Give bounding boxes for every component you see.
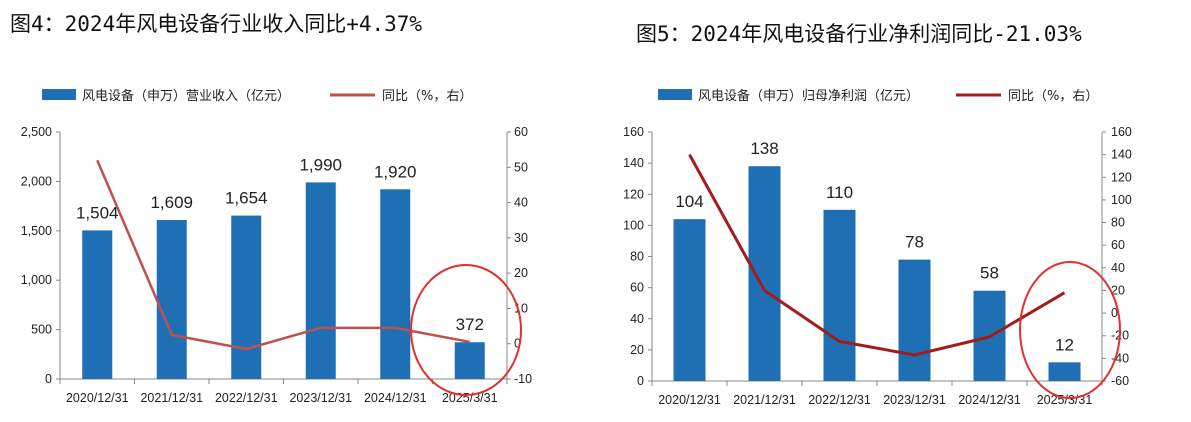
y2-tick-label: -40: [1111, 351, 1129, 365]
bar-data-label: 1,609: [150, 193, 193, 212]
y-tick-label: 60: [630, 281, 644, 295]
x-tick-label: 2023/12/31: [883, 393, 946, 407]
y-tick-label: 0: [45, 372, 52, 386]
y-tick-label: 1,000: [21, 273, 52, 287]
y-tick-label: 120: [623, 187, 644, 201]
y-tick-label: 2,500: [21, 125, 52, 139]
legend-bar-label: 风电设备（申万）归母净利润（亿元）: [698, 88, 919, 104]
x-tick-label: 2021/12/31: [140, 391, 203, 405]
bar: [380, 189, 411, 379]
y-tick-label: 1,500: [21, 224, 52, 238]
x-tick-label: 2020/12/31: [66, 391, 129, 405]
y2-tick-label: 80: [1111, 216, 1125, 230]
chart-panel-revenue: 图4：2024年风电设备行业收入同比+4.37% 风电设备（申万）营业收入（亿元…: [0, 0, 595, 422]
legend-bar-swatch: [658, 89, 692, 100]
yoy-line: [688, 153, 1066, 357]
bar-data-label: 138: [750, 139, 778, 158]
revenue-chart: 风电设备（申万）营业收入（亿元） 同比（%，右）05001,0001,5002,0…: [21, 88, 532, 405]
bar: [898, 259, 931, 381]
x-tick-label: 2024/12/31: [958, 393, 1021, 407]
bar-data-label: 372: [456, 315, 484, 334]
y-tick-label: 160: [623, 125, 644, 139]
y2-tick-label: 140: [1111, 148, 1132, 162]
bar-data-label: 1,654: [225, 189, 268, 208]
y2-tick-label: 160: [1111, 125, 1132, 139]
y2-tick-label: 20: [514, 266, 528, 280]
x-tick-label: 2022/12/31: [215, 391, 278, 405]
y-tick-label: 100: [623, 218, 644, 232]
bar: [748, 166, 781, 381]
bar: [156, 220, 187, 379]
bar-data-label: 110: [826, 183, 853, 202]
bar: [673, 219, 706, 381]
x-tick-label: 2020/12/31: [658, 393, 721, 407]
highlight-ellipse: [1019, 261, 1121, 399]
y-tick-label: 140: [623, 156, 644, 170]
profit-chart: 风电设备（申万）归母净利润（亿元） 同比（%，右）0204060801001201…: [623, 88, 1132, 407]
y2-tick-label: 60: [514, 125, 528, 139]
y2-tick-label: 40: [514, 196, 528, 210]
x-tick-label: 2024/12/31: [364, 391, 427, 405]
bar: [305, 182, 336, 379]
y-tick-label: 40: [630, 312, 644, 326]
figure-title: 图5：2024年风电设备行业净利润同比-21.03%: [636, 22, 1082, 46]
y2-tick-label: 20: [1111, 283, 1125, 297]
y-tick-label: 2,000: [21, 174, 52, 188]
y2-tick-label: 0: [514, 337, 521, 351]
y2-tick-label: 40: [1111, 261, 1125, 275]
legend-bar-label: 风电设备（申万）营业收入（亿元）: [82, 88, 290, 104]
bar-data-label: 12: [1055, 335, 1074, 354]
y2-tick-label: 30: [514, 231, 528, 245]
y-tick-label: 0: [637, 374, 644, 388]
bar-data-label: 78: [905, 233, 924, 252]
bar: [823, 209, 856, 381]
x-tick-label: 2022/12/31: [808, 393, 871, 407]
chart-panel-profit: 图5：2024年风电设备行业净利润同比-21.03% 风电设备（申万）归母净利润…: [596, 0, 1191, 422]
y2-tick-label: 0: [1111, 306, 1118, 320]
y2-tick-label: 60: [1111, 238, 1125, 252]
bar-data-label: 1,920: [374, 162, 417, 181]
figure-title: 图4：2024年风电设备行业收入同比+4.37%: [10, 12, 423, 36]
x-tick-label: 2023/12/31: [289, 391, 352, 405]
yoy-line: [96, 159, 470, 351]
bar-data-label: 58: [980, 264, 999, 283]
bar: [82, 230, 113, 379]
legend-bar-swatch: [42, 89, 76, 100]
bar: [454, 342, 485, 379]
bar: [1048, 362, 1081, 381]
y2-tick-label: 50: [514, 160, 528, 174]
bar: [231, 215, 262, 379]
bar-data-label: 1,504: [76, 203, 119, 222]
y-tick-label: 20: [630, 343, 644, 357]
bar-data-label: 104: [675, 192, 703, 211]
y2-tick-label: 100: [1111, 193, 1132, 207]
legend-line-label: 同比（%，右）: [1008, 89, 1098, 104]
bar-data-label: 1,990: [299, 155, 342, 174]
highlight-ellipse: [410, 264, 522, 396]
y-tick-label: 500: [31, 323, 52, 337]
x-tick-label: 2021/12/31: [733, 393, 796, 407]
y2-tick-label: -10: [514, 372, 532, 386]
legend-line-label: 同比（%，右）: [382, 89, 472, 104]
y2-tick-label: 120: [1111, 170, 1132, 184]
y2-tick-label: -60: [1111, 374, 1129, 388]
y-tick-label: 80: [630, 250, 644, 264]
